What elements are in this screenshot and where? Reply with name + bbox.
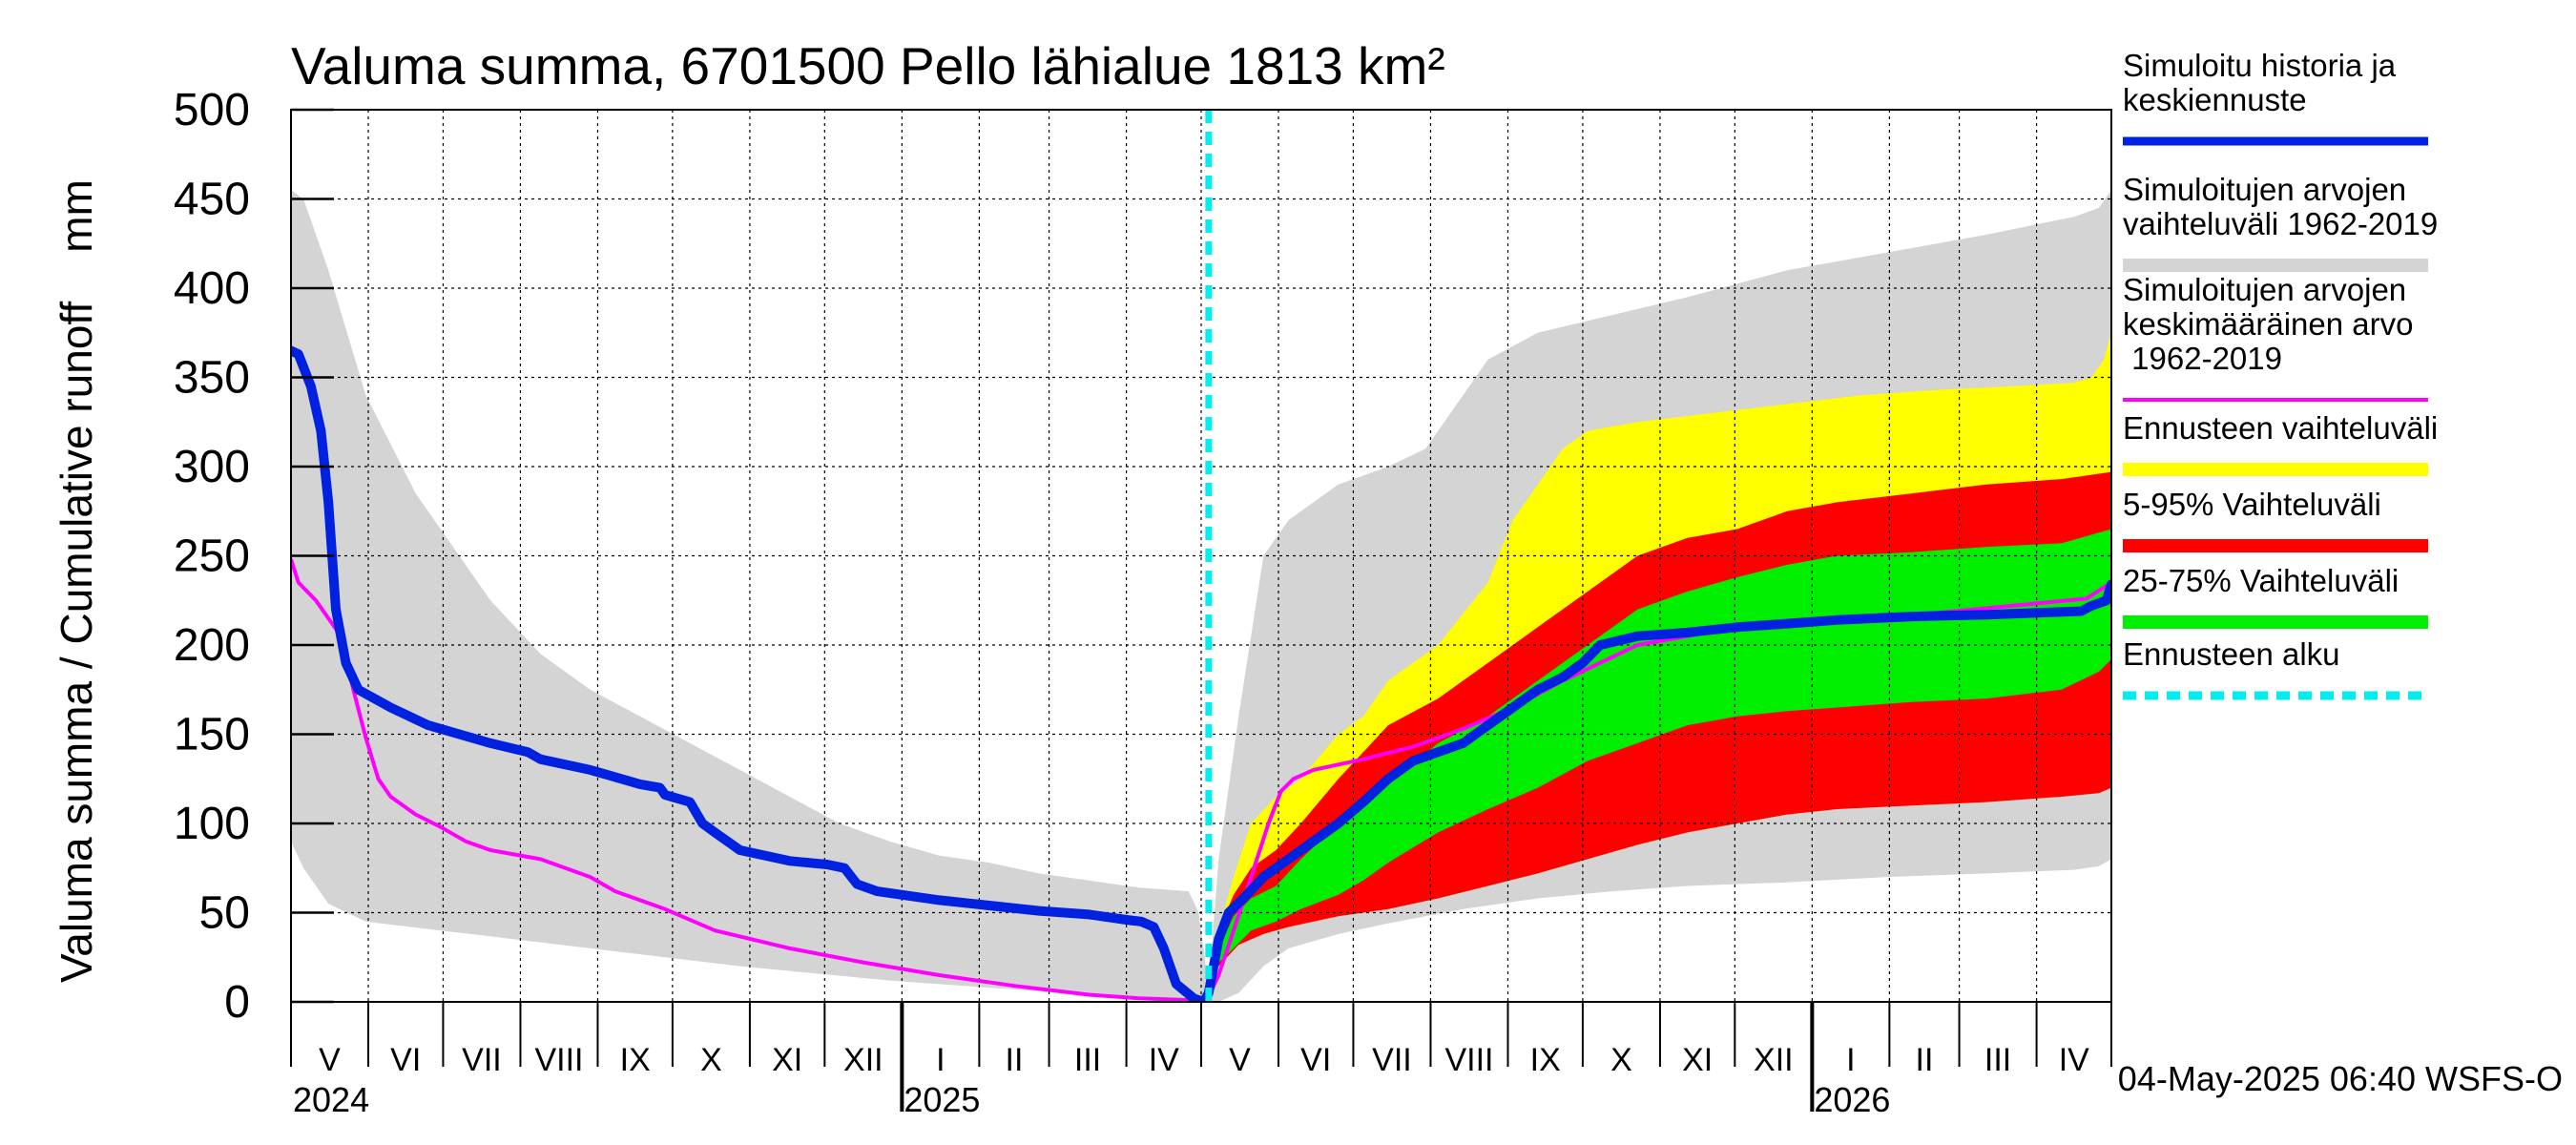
y-tick-label: 0 [224, 977, 250, 1028]
legend-label-forecast_start: Ennusteen alku [2123, 636, 2340, 672]
legend-label-history: Simuloitu historia ja keskiennuste [2123, 48, 2397, 117]
x-month-label: XII [843, 1042, 883, 1078]
x-month-label: VII [462, 1042, 502, 1078]
y-tick-label: 150 [174, 710, 250, 760]
x-month-label: V [1229, 1042, 1251, 1078]
bands-layer [291, 190, 2111, 1002]
x-month-label: II [1916, 1042, 1934, 1078]
lines-layer [291, 110, 2111, 1002]
y-tick-label: 350 [174, 353, 250, 404]
x-month-label: XII [1754, 1042, 1794, 1078]
y-tick-label: 400 [174, 263, 250, 314]
legend-label-hist_mean: Simuloitujen arvojen keskimääräinen arvo … [2123, 272, 2413, 376]
x-month-label: VI [1300, 1042, 1331, 1078]
x-month-label: VI [390, 1042, 421, 1078]
x-month-label: X [1610, 1042, 1632, 1078]
y-tick-label: 300 [174, 442, 250, 492]
x-month-label: II [1006, 1042, 1024, 1078]
x-year-label: 2024 [293, 1080, 369, 1119]
x-month-label: III [1984, 1042, 2011, 1078]
plot-area [291, 110, 2111, 1002]
timestamp: 04-May-2025 06:40 WSFS-O [2118, 1059, 2563, 1098]
x-axis: V VI VII VIII IX X XI XII I II III IV V VI VII VIII IX X X… [290, 1002, 2112, 1119]
x-month-label: IX [1530, 1042, 1561, 1078]
x-month-label: IX [620, 1042, 651, 1078]
x-month-label: VIII [1444, 1042, 1493, 1078]
x-year-label: 2025 [904, 1080, 980, 1119]
legend-label-p5_95: 5-95% Vaihteluväli [2123, 487, 2381, 522]
x-month-label: IV [2059, 1042, 2089, 1078]
p25-75-band [1203, 529, 2111, 1002]
y-tick-label: 450 [174, 175, 250, 225]
y-tick-label: 50 [199, 888, 250, 939]
y-axis: 0 50 100 150 200 250 300 350 400 450 500 [174, 85, 334, 1028]
x-month-label: XI [772, 1042, 802, 1078]
grid-layer [291, 110, 2111, 1002]
x-month-label: V [319, 1042, 341, 1078]
x-month-label: X [700, 1042, 722, 1078]
y-tick-label: 100 [174, 799, 250, 849]
x-year-label: 2026 [1814, 1080, 1890, 1119]
history-forecast-line [291, 345, 2111, 1002]
y-axis-label: Valuma summa / Cumulative runoff mm [52, 179, 101, 983]
x-month-label: VIII [534, 1042, 583, 1078]
chart-title: Valuma summa, 6701500 Pello lähialue 181… [291, 36, 1445, 95]
x-month-label: I [936, 1042, 945, 1078]
x-month-label: XI [1682, 1042, 1713, 1078]
y-tick-label: 500 [174, 85, 250, 135]
legend-label-fc_range: Ennusteen vaihteluväli [2123, 410, 2438, 446]
x-month-label: I [1846, 1042, 1855, 1078]
y-tick-label: 200 [174, 620, 250, 671]
legend: Simuloitu historia ja keskiennuste Simuloi… [2123, 48, 2438, 700]
legend-label-p25_75: 25-75% Vaihteluväli [2123, 563, 2399, 598]
legend-label-hist_range: Simuloitujen arvojen vaihteluväli 1962-20… [2123, 172, 2438, 241]
y-tick-label: 250 [174, 531, 250, 582]
x-month-label: IV [1149, 1042, 1179, 1078]
x-month-label: VII [1372, 1042, 1412, 1078]
x-month-label: III [1074, 1042, 1101, 1078]
